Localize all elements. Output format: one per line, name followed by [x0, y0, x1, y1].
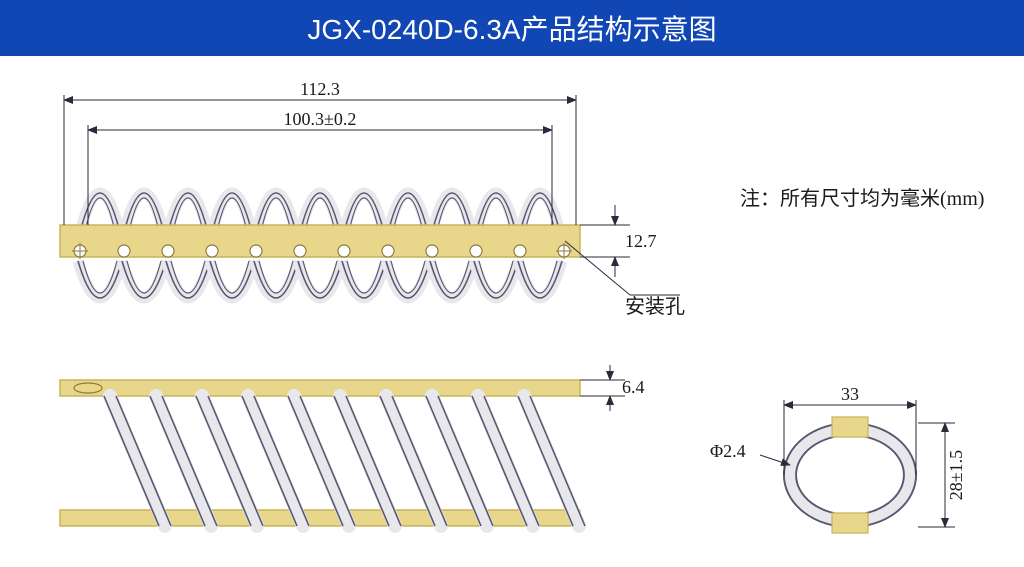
ring-body — [790, 429, 910, 521]
dim-outer-value: 112.3 — [300, 79, 340, 99]
ring-view: 33 28±1.5 Φ2.4 — [710, 384, 966, 533]
side-bottom-plate — [60, 510, 580, 526]
coils-front — [78, 261, 562, 298]
mount-hole-leader: 安装孔 — [565, 241, 685, 318]
page-title: JGX-0240D-6.3A产品结构示意图 — [307, 14, 716, 45]
note-text: 注：所有尺寸均为毫米(mm) — [740, 187, 984, 210]
title-bar: JGX-0240D-6.3A产品结构示意图 — [0, 0, 1024, 56]
dim-ring-w-value: 33 — [841, 384, 859, 404]
dim-wire-dia: Φ2.4 — [710, 441, 790, 465]
dim-barh-value: 12.7 — [625, 231, 657, 251]
diagram-area: 112.3 100.3±0.2 12.7 安装孔 — [0, 55, 1024, 567]
ring-bottom-block — [832, 513, 868, 533]
dim-plate-thickness: 6.4 — [580, 365, 645, 411]
mount-label: 安装孔 — [625, 295, 685, 318]
dim-inner-value: 100.3±0.2 — [284, 109, 357, 129]
dim-wire-value: Φ2.4 — [710, 441, 746, 461]
dim-length-outer: 112.3 — [64, 79, 576, 225]
dim-plate-value: 6.4 — [622, 377, 645, 397]
top-view: 112.3 100.3±0.2 12.7 安装孔 — [60, 79, 685, 318]
dim-ring-height: 28±1.5 — [918, 423, 966, 527]
ring-top-block — [832, 417, 868, 437]
side-wires — [104, 396, 585, 526]
side-top-plate — [60, 380, 580, 396]
top-bar — [60, 225, 580, 257]
dim-bar-height: 12.7 — [580, 205, 657, 277]
side-view: 6.4 — [60, 365, 645, 526]
dim-ring-h-value: 28±1.5 — [946, 450, 966, 500]
